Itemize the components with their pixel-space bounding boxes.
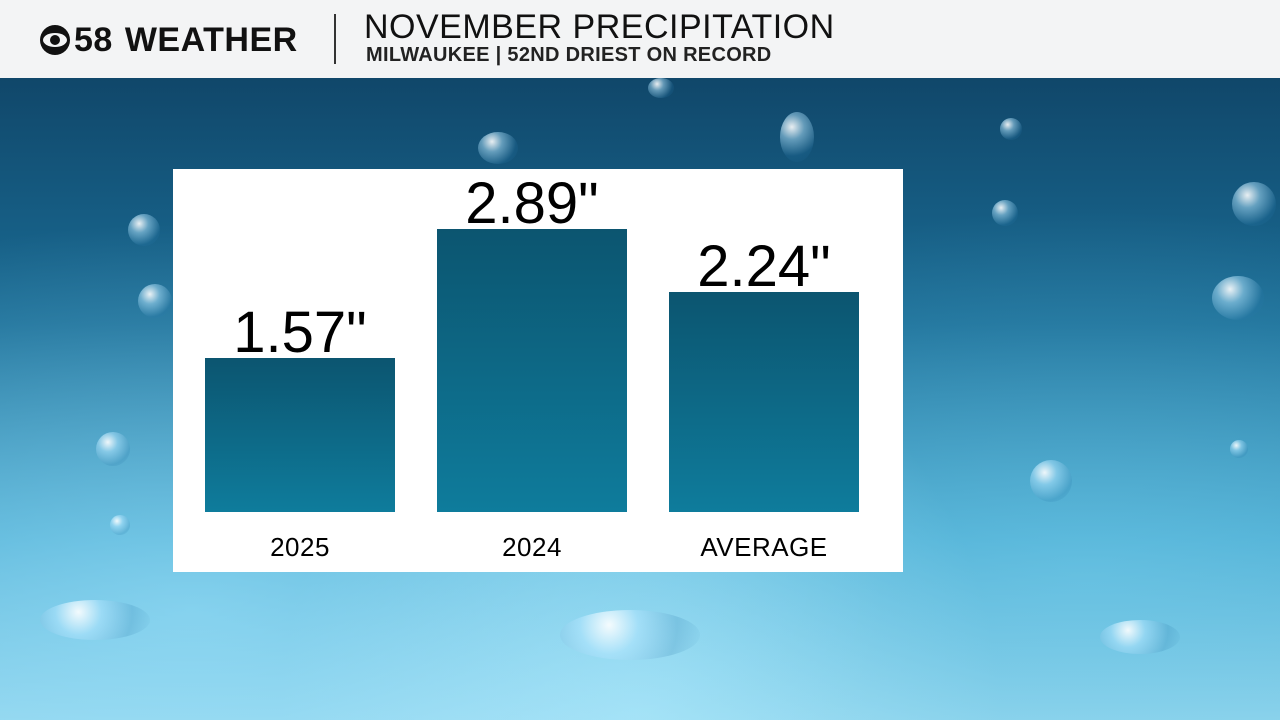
raindrop [560,610,700,660]
raindrop [1232,182,1276,226]
raindrop [1030,460,1072,502]
raindrop [780,112,814,162]
raindrop [40,600,150,640]
value-label-2025: 1.57" [233,300,367,366]
category-label-2024: 2024 [502,532,562,562]
raindrop [1212,276,1264,320]
raindrop [1230,440,1248,458]
raindrop [96,432,130,466]
raindrop [138,284,172,318]
raindrop [1000,118,1022,140]
chart-panel: 1.57" 2025 2.89" 2024 2.24" AVERAGE [173,169,903,572]
header-divider [334,14,336,64]
header-bar: 58 WEATHER NOVEMBER PRECIPITATION MILWAU… [0,0,1280,78]
raindrop [478,132,518,164]
raindrop [128,214,160,246]
page-subtitle: MILWAUKEE | 52ND DRIEST ON RECORD [366,44,772,66]
bar-average [669,292,859,512]
category-label-2025: 2025 [270,532,330,562]
page-title: NOVEMBER PRECIPITATION [364,8,835,46]
logo-word: WEATHER [124,20,298,59]
raindrop [110,515,130,535]
raindrop [992,200,1018,226]
bar-2025 [205,358,395,512]
category-label-average: AVERAGE [700,532,828,562]
raindrop [1100,620,1180,654]
cbs-eye-icon [40,25,70,55]
value-label-2024: 2.89" [465,170,599,236]
value-label-average: 2.24" [697,234,831,300]
bar-2024 [437,228,627,512]
raindrop [648,78,674,98]
station-logo: 58 WEATHER [40,20,298,60]
logo-number: 58 [74,20,113,59]
